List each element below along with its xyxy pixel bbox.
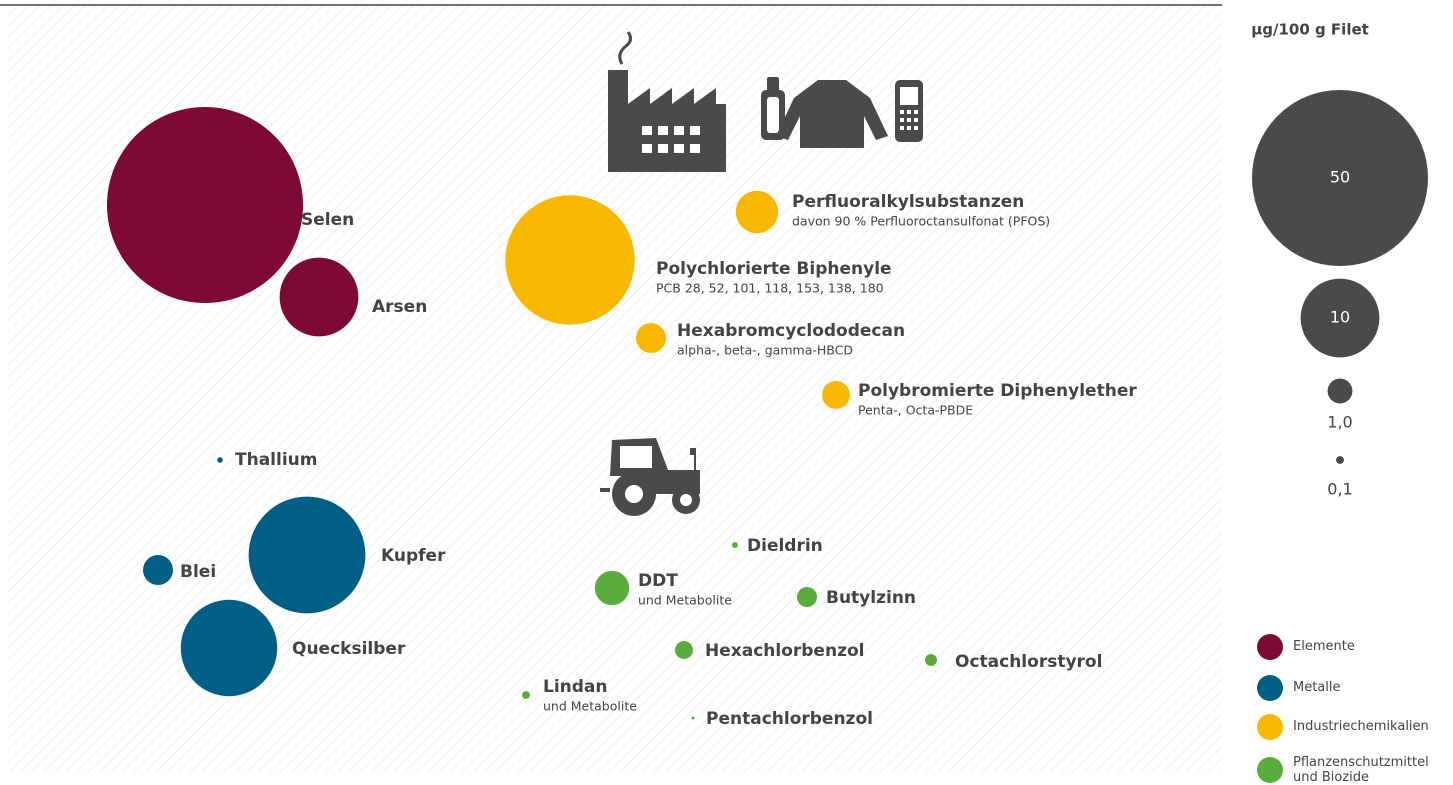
bubble-label: Pentachlorbenzol (706, 709, 873, 729)
bubble (522, 691, 530, 699)
bubble-label: Butylzinn (826, 588, 916, 608)
bubble-note: alpha-, beta-, gamma-HBCD (677, 343, 853, 358)
size-legend-bubble (1300, 278, 1380, 358)
bubble-label: DDT (638, 571, 678, 591)
bubble-note: PCB 28, 52, 101, 118, 153, 138, 180 (656, 281, 884, 296)
bubble-label: Quecksilber (292, 639, 406, 659)
legend-swatch (1257, 757, 1283, 783)
bubble (691, 716, 695, 720)
bubble (248, 496, 366, 614)
bubble (796, 586, 818, 608)
bubble-note: und Metabolite (638, 593, 732, 608)
bubble-label: Hexachlorbenzol (705, 641, 864, 661)
bubble (143, 555, 173, 585)
bubble (217, 457, 223, 463)
bubble (505, 195, 635, 325)
size-legend-title: µg/100 g Filet (1251, 21, 1369, 39)
bubble-label: Blei (180, 562, 216, 582)
bubble (731, 541, 739, 549)
bubble (279, 257, 359, 337)
bubble-label: Selen (301, 210, 354, 230)
legend-swatch (1257, 675, 1283, 701)
bubble-note: davon 90 % Perfluoroctansulfonat (PFOS) (792, 214, 1050, 229)
bubble-label: Arsen (372, 297, 427, 317)
size-legend-label: 10 (1330, 308, 1350, 327)
size-legend-label: 50 (1330, 168, 1350, 187)
legend-label: Elemente (1293, 639, 1355, 654)
industry-icons (608, 31, 923, 172)
bubble-label: Lindan (543, 677, 608, 697)
bubble-label: Dieldrin (747, 536, 823, 556)
size-legend-bubble (1336, 456, 1344, 464)
size-legend-bubble (1251, 89, 1429, 267)
bubble-label: Kupfer (381, 546, 446, 566)
size-legend-bubble (1327, 378, 1353, 404)
bubble-label: Polybromierte Diphenylether (858, 381, 1137, 401)
legend-swatch (1257, 714, 1283, 740)
bubble-note: Penta-, Octa-PBDE (858, 403, 973, 418)
bubble-label: Polychlorierte Biphenyle (656, 259, 892, 279)
size-legend-label: 0,1 (1327, 480, 1352, 499)
legend-swatch (1257, 634, 1283, 660)
bubble (594, 570, 630, 606)
bubble (180, 599, 278, 697)
bubble (636, 323, 666, 353)
bubble-label: Hexabromcyclododecan (677, 321, 905, 341)
size-legend-label: 1,0 (1327, 413, 1352, 432)
bubble-label: Perfluoralkylsubstanzen (792, 192, 1024, 212)
legend-label: Metalle (1293, 680, 1341, 695)
legend-label: Industriechemikalien (1293, 719, 1429, 734)
bubble (106, 106, 304, 304)
bubble-label: Thallium (235, 450, 317, 470)
bubble-note: und Metabolite (543, 699, 637, 714)
bubble (675, 641, 693, 659)
bubble (735, 190, 779, 234)
legend-label: Pflanzenschutzmittel und Biozide (1293, 755, 1429, 785)
bubble (925, 654, 937, 666)
bubble-label: Octachlorstyrol (955, 652, 1102, 672)
tractor-icon (600, 438, 700, 516)
bubble (822, 381, 850, 409)
